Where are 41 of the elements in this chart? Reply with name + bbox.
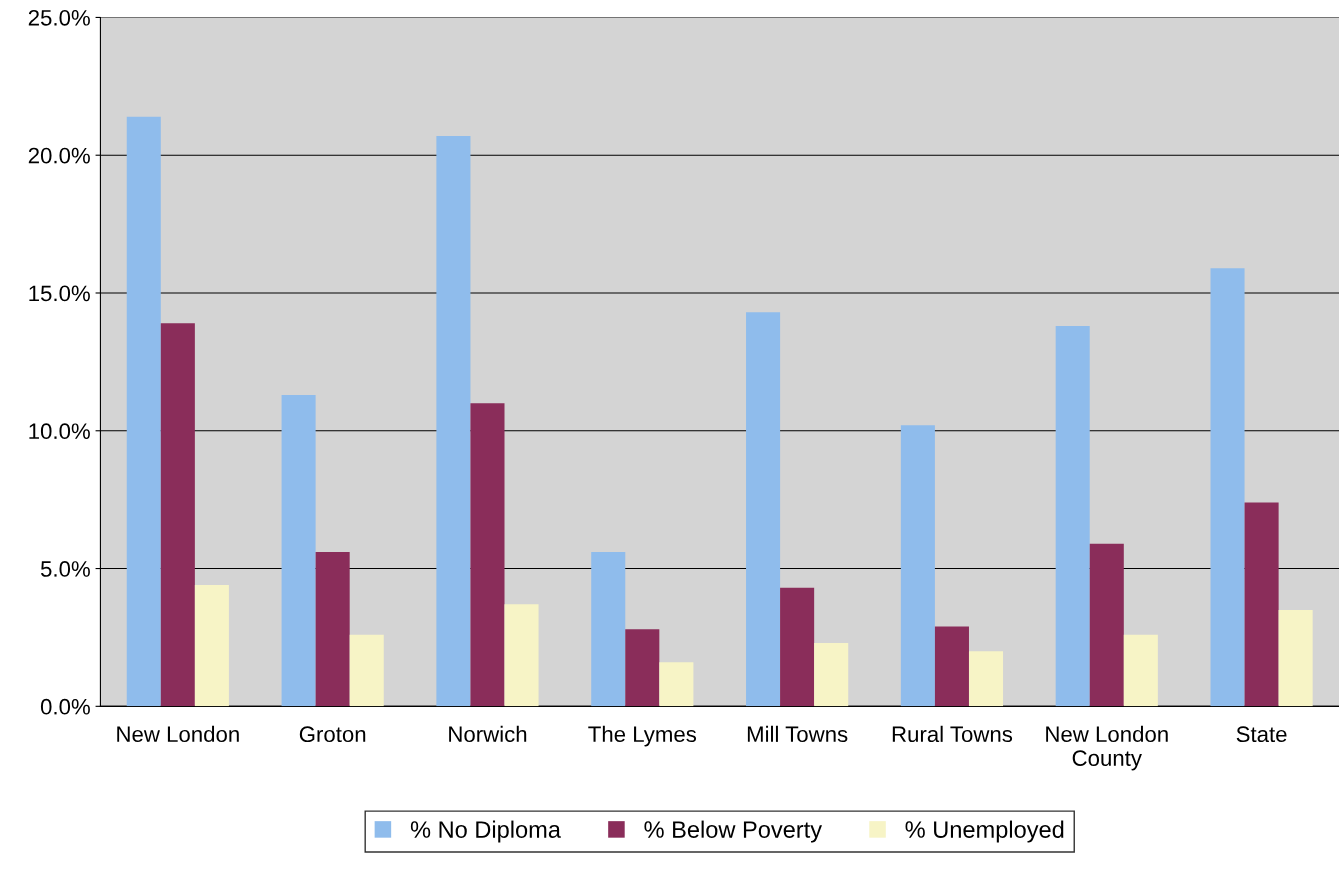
bar (591, 552, 626, 707)
bar (625, 629, 660, 707)
bar (504, 604, 539, 707)
bar (900, 425, 935, 707)
bar (1278, 609, 1313, 707)
bar (194, 585, 229, 707)
y-tick-label: 0.0% (40, 698, 90, 715)
bar (780, 587, 815, 707)
y-tick-label: 10.0% (29, 423, 90, 440)
legend-label: % Below Poverty (644, 820, 823, 843)
bar (349, 634, 384, 707)
bar (746, 312, 781, 707)
bar (281, 394, 316, 707)
bar (1244, 502, 1279, 707)
bar (436, 135, 471, 707)
bar (1210, 268, 1245, 707)
legend-label: % Unemployed (905, 820, 1064, 843)
x-tick-label: New London (117, 725, 239, 743)
bar (126, 116, 161, 707)
x-tick-label: Rural Towns (892, 725, 1013, 743)
bar (814, 642, 849, 707)
bar (934, 626, 969, 707)
bar (659, 662, 694, 707)
x-tick-label: Mill Towns (747, 725, 848, 743)
bar (160, 323, 195, 707)
bar (1089, 543, 1124, 707)
x-tick-label: State (1236, 726, 1287, 743)
bar (1123, 634, 1158, 707)
bar (1055, 326, 1090, 707)
bar (315, 552, 350, 707)
y-tick-label: 20.0% (28, 147, 90, 164)
x-tick-label: Groton (299, 726, 366, 743)
bar (470, 403, 505, 707)
bar (968, 651, 1004, 707)
y-tick-label: 15.0% (29, 285, 90, 302)
x-tick-label: Norwich (449, 725, 527, 743)
x-tick-label: The Lymes (588, 725, 697, 747)
y-tick-label: 25.0% (28, 9, 90, 26)
x-tick-label: New London County (1046, 725, 1168, 771)
legend-label: % No Diploma (410, 820, 561, 843)
y-tick-label: 5.0% (40, 561, 90, 577)
